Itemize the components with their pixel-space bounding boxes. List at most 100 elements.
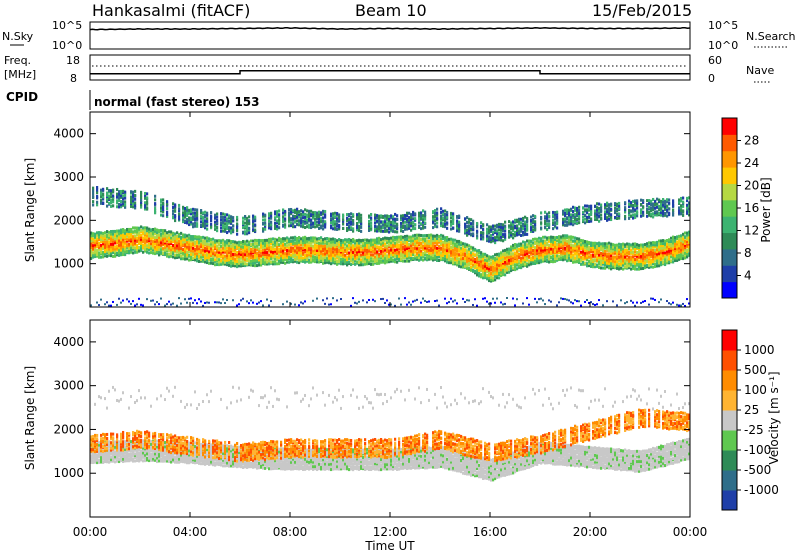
power-cell	[426, 300, 428, 303]
power-cell	[444, 225, 447, 229]
power-cell	[260, 263, 263, 267]
power-cell	[184, 244, 187, 248]
power-cell	[96, 196, 99, 200]
power-cell	[482, 235, 485, 239]
power-cell	[220, 226, 223, 230]
power-cell	[604, 252, 607, 256]
power-cell	[194, 240, 197, 244]
power-cell	[384, 254, 387, 258]
power-cell	[664, 248, 667, 252]
power-cell	[596, 303, 598, 306]
power-cell	[342, 251, 345, 255]
power-cell	[410, 213, 413, 217]
power-cell	[92, 200, 95, 204]
power-cell	[546, 216, 549, 220]
power-cell	[474, 247, 477, 251]
power-cell	[656, 205, 659, 209]
power-cell	[268, 219, 271, 223]
power-cell	[274, 262, 277, 266]
power-cell	[572, 235, 575, 239]
power-cell	[110, 251, 113, 255]
power-cell	[596, 215, 599, 219]
power-cell	[442, 242, 445, 246]
power-cell	[488, 259, 491, 263]
power-cell	[422, 251, 425, 255]
nsearch-tick-top: 10^5	[708, 19, 738, 32]
power-cell	[638, 255, 641, 259]
power-cell	[652, 212, 655, 216]
power-cell	[648, 207, 651, 211]
power-cell	[414, 218, 417, 222]
power-cell	[140, 244, 143, 248]
power-cell	[492, 256, 495, 260]
power-cell	[424, 244, 427, 248]
power-cell	[540, 241, 543, 245]
power-cell	[632, 199, 635, 203]
power-cell	[138, 297, 140, 300]
power-cell	[384, 229, 387, 233]
power-cell	[410, 257, 413, 261]
power-cell	[582, 239, 585, 243]
power-cell	[422, 224, 425, 228]
power-cell	[352, 252, 355, 256]
power-cell	[628, 264, 631, 268]
power-cell	[230, 231, 233, 235]
power-cell	[512, 228, 515, 232]
power-cell	[624, 208, 627, 212]
power-cell	[396, 250, 399, 254]
power-cell	[236, 262, 239, 266]
power-cell	[356, 223, 359, 227]
power-cell	[552, 213, 555, 217]
power-cell	[544, 243, 547, 247]
power-cell	[676, 258, 679, 262]
power-cell	[188, 211, 191, 215]
power-cell	[662, 200, 665, 204]
power-cell	[320, 241, 323, 245]
power-cell	[114, 247, 117, 251]
power-cell	[446, 249, 449, 253]
power-cell	[124, 193, 127, 197]
power-cell	[540, 256, 543, 260]
power-cell	[214, 258, 217, 262]
power-cell	[500, 238, 503, 242]
power-cell	[378, 241, 381, 245]
power-cell	[368, 259, 371, 263]
power-cell	[232, 228, 235, 232]
power-cell	[296, 252, 299, 256]
power-cell	[246, 216, 249, 220]
power-cell	[440, 224, 443, 228]
power-cell	[502, 273, 505, 277]
power-cell	[290, 224, 293, 228]
power-cell	[392, 226, 395, 230]
power-cell	[566, 244, 569, 248]
power-cell	[518, 219, 521, 223]
power-cell	[224, 213, 227, 217]
power-cell	[184, 210, 187, 214]
power-cell	[646, 202, 649, 206]
power-cell	[578, 249, 581, 253]
power-cell	[236, 215, 239, 219]
power-cell	[130, 302, 132, 305]
power-cell	[658, 256, 661, 260]
power-cell	[544, 303, 546, 306]
power-cell	[604, 266, 607, 270]
power-cell	[152, 227, 155, 231]
power-cell	[482, 273, 485, 277]
power-cell	[506, 297, 508, 300]
power-cell	[474, 264, 477, 268]
power-cell	[532, 217, 535, 221]
power-cell	[566, 259, 569, 263]
power-cell	[616, 304, 618, 307]
power-cell	[548, 219, 551, 223]
power-cell	[642, 252, 645, 256]
power-cell	[414, 227, 417, 231]
power-cell	[346, 251, 349, 255]
power-cell	[368, 247, 371, 251]
power-cell	[484, 264, 487, 268]
power-cell	[420, 216, 423, 220]
power-cell	[548, 214, 551, 218]
power-cell	[550, 235, 553, 239]
power-cell	[336, 254, 339, 258]
power-cell	[214, 247, 217, 251]
power-cell	[142, 238, 145, 242]
